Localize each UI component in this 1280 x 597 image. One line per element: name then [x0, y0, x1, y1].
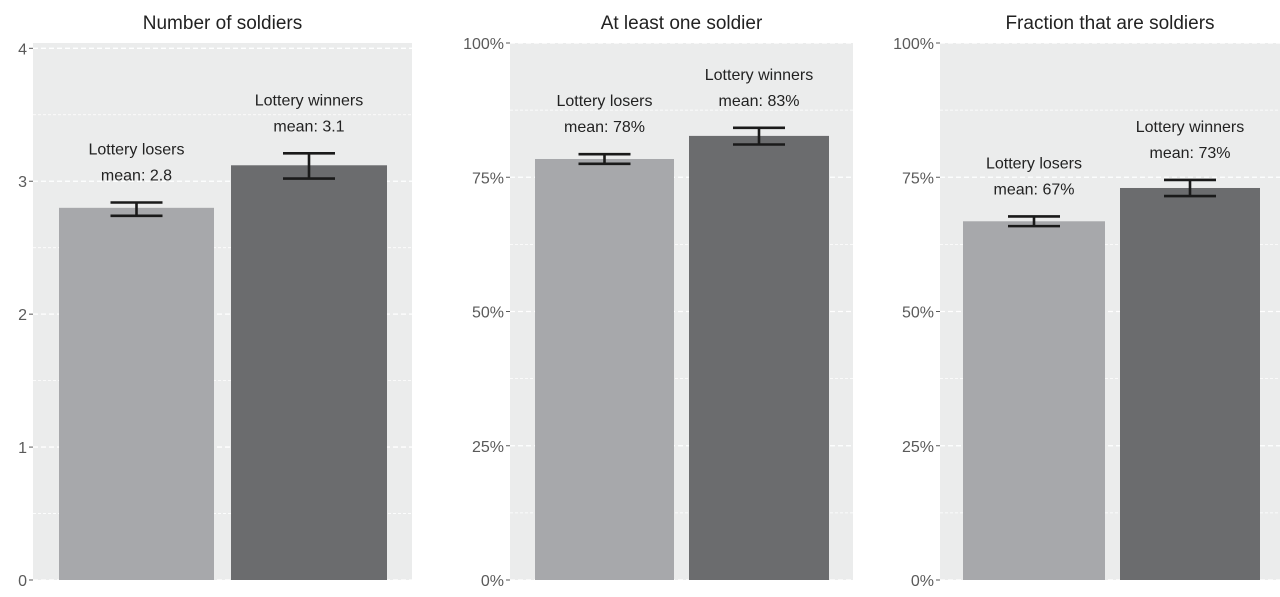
y-tick-label: 25% — [902, 439, 934, 456]
error-bar — [1164, 178, 1216, 198]
bar-label-group: Lottery winners — [1136, 119, 1245, 136]
y-tick-label: 75% — [472, 170, 504, 187]
y-tick-label: 4 — [18, 41, 27, 58]
y-tick-label: 75% — [902, 170, 934, 187]
y-tick-label: 100% — [463, 36, 504, 53]
y-tick-label: 2 — [18, 307, 27, 324]
bar-label-mean: mean: 73% — [1150, 145, 1231, 162]
y-tick-label: 0% — [481, 573, 504, 590]
error-bar — [283, 152, 335, 180]
y-tick-label: 50% — [472, 305, 504, 322]
chart-title: At least one soldier — [601, 13, 763, 34]
y-tick-label: 25% — [472, 439, 504, 456]
y-tick-label: 3 — [18, 174, 27, 191]
error-bar — [1008, 215, 1060, 228]
chart-panel-3: 0% 25% 50% 75% 100% Fraction that are soldier… — [893, 13, 1280, 590]
bar-label-group: Lottery winners — [255, 92, 364, 109]
bar-label-group: Lottery losers — [88, 142, 184, 159]
bar-lottery-losers — [535, 158, 674, 580]
bar-label-group: Lottery losers — [556, 93, 652, 110]
y-tick-label: 0 — [18, 573, 27, 590]
y-tick-label: 100% — [893, 36, 934, 53]
bar-label-mean: mean: 2.8 — [101, 168, 172, 185]
bar-label-mean: mean: 83% — [719, 93, 800, 110]
chart-panel-2: 0% 25% 50% 75% 100% At least one soldier Lotte… — [463, 13, 853, 590]
chart-panel-1: 0 1 2 3 4 Number of soldiers Lottery losers mea… — [18, 13, 412, 590]
error-bar — [733, 126, 785, 146]
bar-lottery-winners — [689, 135, 829, 580]
error-bar — [578, 152, 631, 166]
bar-lottery-winners — [231, 165, 387, 581]
bar-label-group: Lottery losers — [986, 155, 1082, 172]
bar-label-group: Lottery winners — [705, 67, 814, 84]
y-tick-label: 0% — [911, 573, 934, 590]
bar-label-mean: mean: 78% — [564, 119, 645, 136]
bar-label-mean: mean: 3.1 — [273, 118, 344, 135]
chart-title: Fraction that are soldiers — [1005, 13, 1214, 34]
y-tick-label: 50% — [902, 305, 934, 322]
bar-lottery-winners — [1120, 187, 1260, 581]
bar-lottery-losers — [59, 207, 214, 580]
chart-title: Number of soldiers — [143, 13, 302, 34]
y-tick-label: 1 — [18, 440, 27, 457]
bar-lottery-losers — [963, 221, 1105, 580]
bar-label-mean: mean: 67% — [994, 181, 1075, 198]
error-bar — [110, 201, 163, 218]
